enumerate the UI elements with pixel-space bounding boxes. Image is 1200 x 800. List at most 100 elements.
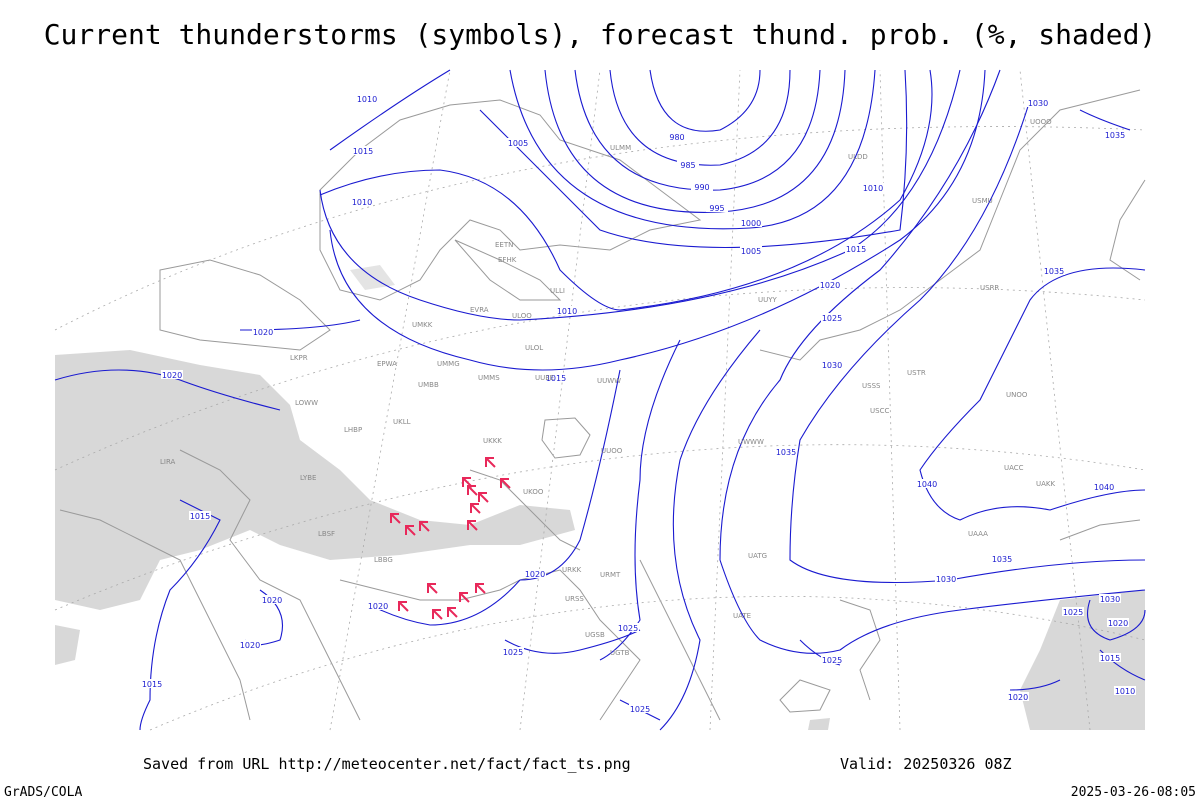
station-label: EVRA xyxy=(470,306,489,314)
isobar-label-bg xyxy=(1007,692,1029,701)
isobar-label: 980 xyxy=(669,133,684,142)
station-label: LYBE xyxy=(300,474,316,482)
valid-time: Valid: 20250326 08Z xyxy=(840,755,1012,773)
station-label: UKKK xyxy=(483,437,502,445)
isobar-label: 1020 xyxy=(262,596,282,605)
isobar-label: 995 xyxy=(709,204,724,213)
isobar-label: 985 xyxy=(680,161,695,170)
isobar-label: 1020 xyxy=(820,281,840,290)
isobar-label: 1015 xyxy=(142,680,162,689)
isobar-label-bg xyxy=(1099,594,1121,603)
isobar-label: 1025 xyxy=(630,705,650,714)
isobar-label: 1020 xyxy=(1008,693,1028,702)
isobar-labels: 1010 1015 1010 1005 980 985 990 995 1000 1005 1010… xyxy=(141,94,1136,714)
thunderstorm-symbol xyxy=(390,513,401,524)
isobar-label-bg xyxy=(1107,618,1129,627)
isobar-label: 1030 xyxy=(822,361,842,370)
isobar-label: 1015 xyxy=(546,374,566,383)
thunderstorm-symbol xyxy=(467,520,478,531)
isobar-label: 1015 xyxy=(353,147,373,156)
station-label: UOOO xyxy=(1030,118,1052,126)
station-label: UATG xyxy=(748,552,767,560)
isobar-label: 1035 xyxy=(992,555,1012,564)
isobar-label-bg xyxy=(502,647,524,656)
isobar-label: 1030 xyxy=(1100,595,1120,604)
thunderstorm-symbol xyxy=(447,607,458,618)
thunderstorm-symbol xyxy=(405,525,416,536)
isobar-label-bg xyxy=(545,373,567,382)
station-label: ULLI xyxy=(550,287,565,295)
isobar-label-bg xyxy=(617,623,639,632)
station-label: USRR xyxy=(980,284,999,292)
isobar-label-bg xyxy=(862,183,884,192)
isobar-label: 1020 xyxy=(162,371,182,380)
station-label: LIRA xyxy=(160,458,176,466)
isobar-label: 1010 xyxy=(557,307,577,316)
isobar-label: 1025 xyxy=(822,656,842,665)
isobar-label: 1000 xyxy=(741,219,761,228)
graticule xyxy=(54,69,1146,731)
isobar-label-bg xyxy=(740,246,762,255)
isobar-label: 1025 xyxy=(1063,608,1083,617)
isobar-label: 1005 xyxy=(508,139,528,148)
isobar-label-bg xyxy=(189,511,211,520)
isobar-label-bg xyxy=(1093,482,1115,491)
isobar-label-bg xyxy=(666,132,688,141)
isobar-label-bg xyxy=(356,94,378,103)
isobar-label-bg xyxy=(991,554,1013,563)
isobar-label-bg xyxy=(352,146,374,155)
isobar-label: 1025 xyxy=(503,648,523,657)
isobar-label: 1010 xyxy=(352,198,372,207)
isobar-label-bg xyxy=(239,640,261,649)
station-label: LKPR xyxy=(290,354,308,362)
station-label: LHBP xyxy=(344,426,362,434)
isobar-label-bg xyxy=(819,280,841,289)
isobar-label-bg xyxy=(935,574,957,583)
coastlines xyxy=(59,89,1146,721)
station-label: LBBG xyxy=(374,556,393,564)
isobar-label: 1040 xyxy=(1094,483,1114,492)
isobar-label: 1015 xyxy=(846,245,866,254)
station-label: UNOO xyxy=(1006,391,1028,399)
isobar-label: 1015 xyxy=(190,512,210,521)
station-label: UWWW xyxy=(738,438,764,446)
thunderstorm-symbol xyxy=(459,592,470,603)
isobar-label-bg xyxy=(916,479,938,488)
station-label: USMU xyxy=(972,197,993,205)
isobar-label-bg xyxy=(524,569,546,578)
isobar-label-bg xyxy=(141,679,163,688)
station-label: USSS xyxy=(862,382,881,390)
isobar-label-bg xyxy=(252,327,274,336)
title: Current thunderstorms (symbols), forecas… xyxy=(44,18,1157,51)
software-credit: GrADS/COLA xyxy=(4,785,82,800)
isobar-label: 1035 xyxy=(776,448,796,457)
isobar-label-bg xyxy=(1099,653,1121,662)
isobar-label-bg xyxy=(821,360,843,369)
station-label: UUOO xyxy=(601,447,623,455)
source-url: Saved from URL http://meteocenter.net/fa… xyxy=(143,755,631,773)
station-label: USTR xyxy=(907,369,926,377)
station-label: EFHK xyxy=(498,256,517,264)
isobar-label-bg xyxy=(367,601,389,610)
isobar-label-bg xyxy=(1104,130,1126,139)
thunderstorm-symbol xyxy=(485,457,496,468)
station-label: UKLL xyxy=(393,418,411,426)
thunderstorm-symbol xyxy=(500,478,511,489)
map-area: 1010 1015 1010 1005 980 985 990 995 1000 1005 1010… xyxy=(54,69,1146,731)
station-label: UGSB xyxy=(585,631,605,639)
isobar-label: 1030 xyxy=(936,575,956,584)
isobar-label: 1010 xyxy=(1115,687,1135,696)
isobar-label: 1010 xyxy=(863,184,883,193)
station-label: USCC xyxy=(870,407,889,415)
station-label: EPWA xyxy=(377,360,397,368)
isobar-label-bg xyxy=(1114,686,1136,695)
isobar-label-bg xyxy=(261,595,283,604)
station-label: URMT xyxy=(600,571,621,579)
station-label: UMBB xyxy=(418,381,439,389)
isobar-label: 1005 xyxy=(741,247,761,256)
thunderstorm-symbol xyxy=(427,583,438,594)
thunderstorm-symbol xyxy=(398,601,409,612)
isobar-label: 1015 xyxy=(1100,654,1120,663)
thunderstorm-symbol xyxy=(467,485,478,496)
